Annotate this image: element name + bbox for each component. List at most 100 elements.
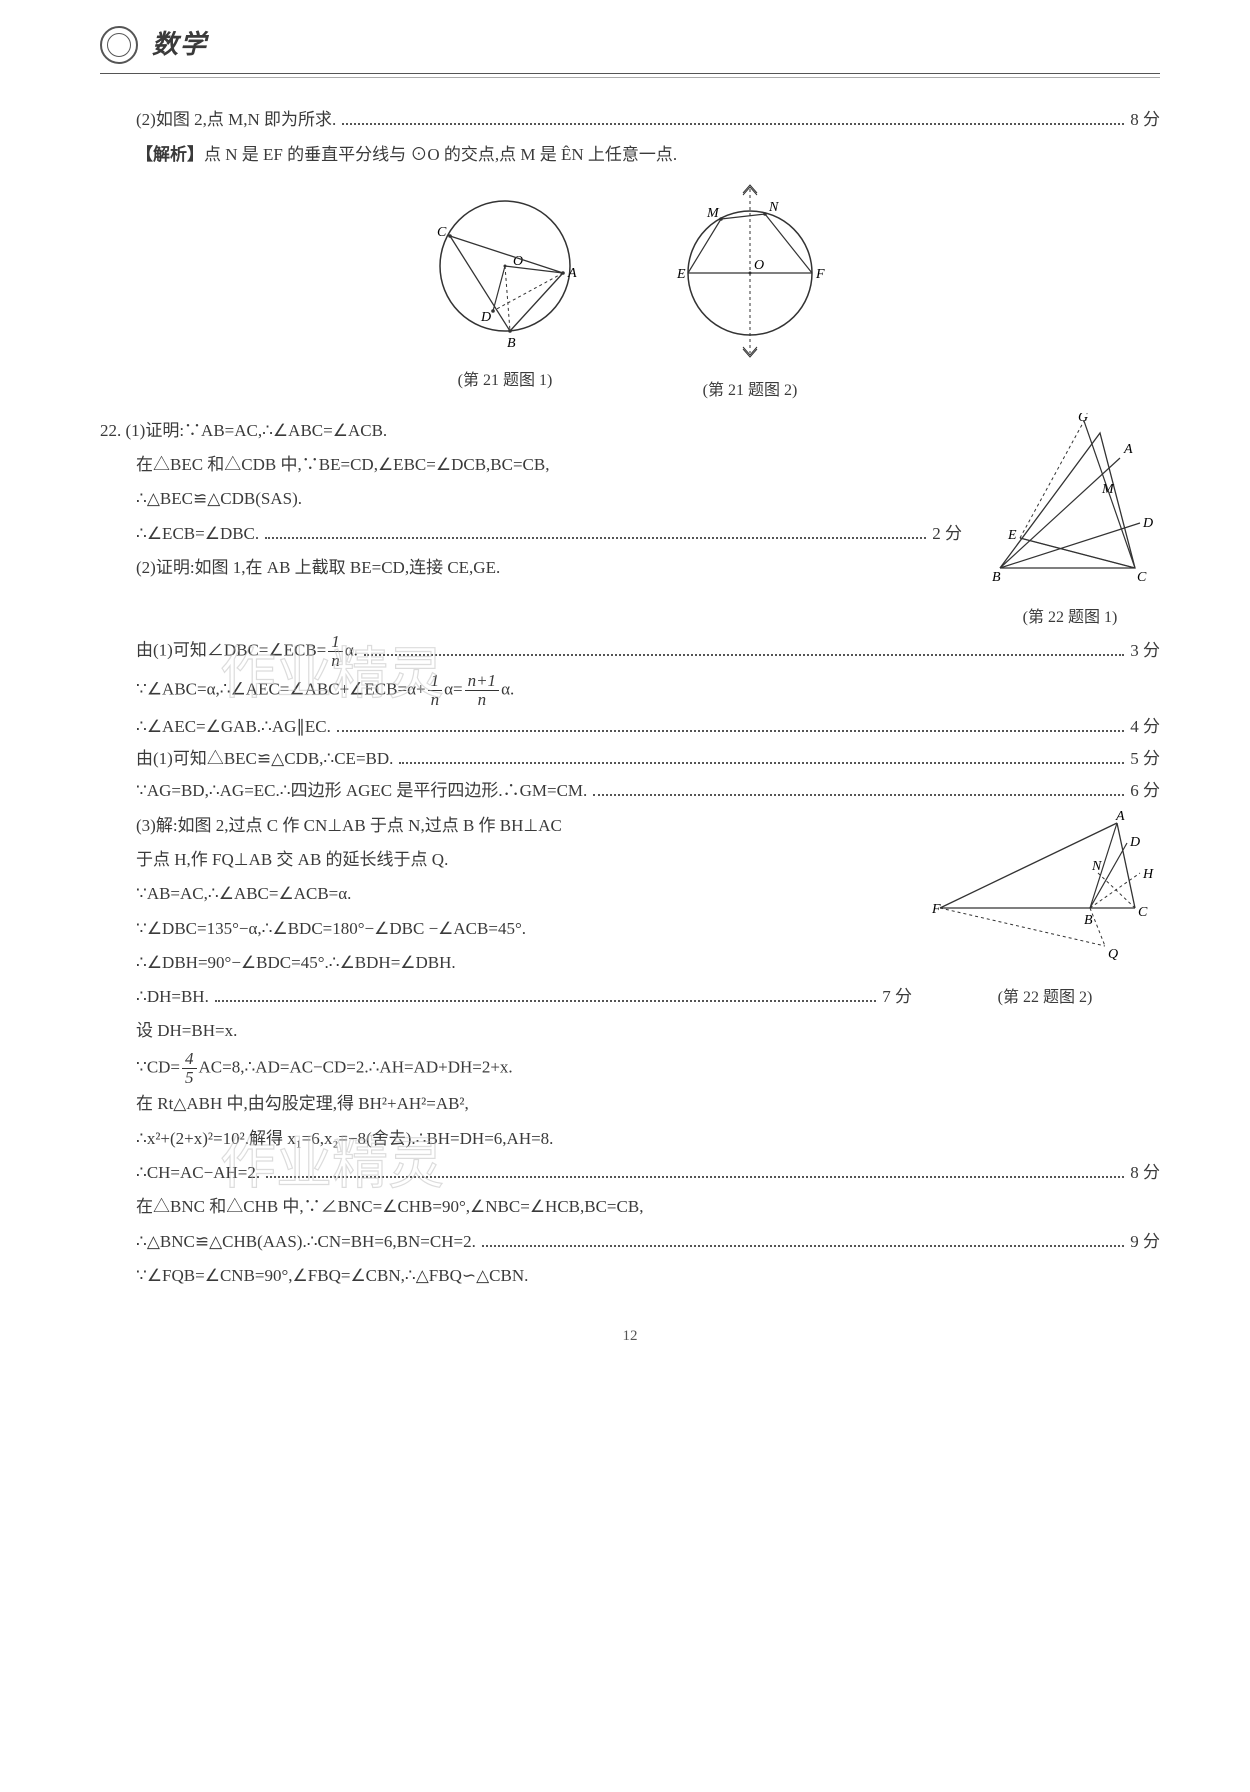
line: 设 DH=BH=x. xyxy=(100,1015,1160,1047)
leader-dots xyxy=(337,716,1124,732)
svg-text:N: N xyxy=(768,200,779,215)
line: 于点 H,作 FQ⊥AB 交 AB 的延长线于点 Q. xyxy=(100,844,912,876)
score-line: 由(1)可知∠DBC=∠ECB=1nα. 3 分 xyxy=(100,633,1160,670)
analysis-label: 【解析】 xyxy=(136,145,204,164)
score-line: ∵AG=BD,∴AG=EC.∴四边形 AGEC 是平行四边形.∴GM=CM. 6… xyxy=(100,775,1160,807)
figure-22-1: B C A G E D M (第 22 题图 1) xyxy=(980,413,1160,634)
svg-text:B: B xyxy=(507,336,516,351)
score: 5 分 xyxy=(1130,743,1160,775)
line: 在 Rt△ABH 中,由勾股定理,得 BH²+AH²=AB², xyxy=(100,1088,1160,1120)
text: ∴∠ECB=∠DBC. xyxy=(136,518,259,550)
score-line: 由(1)可知△BEC≌△CDB,∴CE=BD. 5 分 xyxy=(100,743,1160,775)
score: 2 分 xyxy=(932,518,962,550)
score: 8 分 xyxy=(1130,104,1160,136)
line: (2)证明:如图 1,在 AB 上截取 BE=CD,连接 CE,GE. xyxy=(100,552,962,584)
figure-22-2: F B C A D N H Q (第 22 题图 2) xyxy=(930,808,1160,1014)
text: (2)如图 2,点 M,N 即为所求. xyxy=(136,104,336,136)
triangle-diagram-2: F B C A D N H Q xyxy=(930,808,1160,968)
svg-text:G: G xyxy=(1078,413,1088,425)
svg-text:F: F xyxy=(815,267,825,282)
svg-text:M: M xyxy=(1101,482,1115,497)
score: 4 分 xyxy=(1130,711,1160,743)
line: ∴△BEC≌△CDB(SAS). xyxy=(100,483,962,515)
leader-dots xyxy=(342,110,1124,126)
text: ∵AG=BD,∴AG=EC.∴四边形 AGEC 是平行四边形.∴GM=CM. xyxy=(136,775,587,807)
figure-21-2: O E F N M (第 21 题图 2) xyxy=(655,181,845,407)
svg-text:E: E xyxy=(676,267,686,282)
leader-dots xyxy=(364,640,1124,656)
line: ∵CD=45AC=8,∴AD=AC−CD=2.∴AH=AD+DH=2+x. xyxy=(100,1050,1160,1087)
line: 在△BNC 和△CHB 中,∵∠BNC=∠CHB=90°,∠NBC=∠HCB,B… xyxy=(100,1191,1160,1223)
score-line: ∴DH=BH. 7 分 xyxy=(100,981,912,1013)
line: ∵AB=AC,∴∠ABC=∠ACB=α. xyxy=(100,878,912,910)
figure-caption: (第 22 题图 1) xyxy=(980,603,1160,633)
subject-title: 数学 xyxy=(152,20,208,69)
svg-text:E: E xyxy=(1007,528,1017,543)
score: 3 分 xyxy=(1130,635,1160,667)
line: (3)解:如图 2,过点 C 作 CN⊥AB 于点 N,过点 B 作 BH⊥AC xyxy=(100,810,912,842)
page-number: 12 xyxy=(100,1322,1160,1351)
logo-icon xyxy=(100,26,138,64)
analysis-line: 【解析】点 N 是 EF 的垂直平分线与 ⊙O 的交点,点 M 是 ÊN 上任意… xyxy=(100,139,1160,171)
leader-dots xyxy=(593,781,1124,797)
score-line: ∴CH=AC−AH=2. 8 分 xyxy=(100,1157,1160,1189)
figure-caption: (第 22 题图 2) xyxy=(930,983,1160,1013)
svg-text:A: A xyxy=(567,266,577,281)
svg-text:O: O xyxy=(754,258,764,273)
svg-text:B: B xyxy=(992,570,1001,585)
svg-text:N: N xyxy=(1091,859,1102,874)
svg-text:D: D xyxy=(1142,516,1153,531)
svg-text:C: C xyxy=(1137,570,1147,585)
svg-text:F: F xyxy=(931,902,941,917)
text: ∴△BNC≌△CHB(AAS).∴CN=BH=6,BN=CH=2. xyxy=(136,1226,476,1258)
svg-text:C: C xyxy=(437,225,447,240)
figure-caption: (第 21 题图 1) xyxy=(415,366,595,396)
line: ∵∠DBC=135°−α,∴∠BDC=180°−∠DBC −∠ACB=45°. xyxy=(100,913,912,945)
text: 由(1)可知∠DBC=∠ECB=1nα. xyxy=(136,633,358,670)
circle-diagram-1: O A B C D xyxy=(415,181,595,351)
svg-text:D: D xyxy=(1129,835,1140,850)
text: ∴CH=AC−AH=2. xyxy=(136,1157,260,1189)
text: ∴DH=BH. xyxy=(136,981,209,1013)
leader-dots xyxy=(265,523,926,539)
svg-text:D: D xyxy=(480,310,491,325)
svg-text:H: H xyxy=(1142,867,1154,882)
score: 8 分 xyxy=(1130,1157,1160,1189)
line: ∵∠FQB=∠CNB=90°,∠FBQ=∠CBN,∴△FBQ∽△CBN. xyxy=(100,1260,1160,1292)
text: 由(1)可知△BEC≌△CDB,∴CE=BD. xyxy=(136,743,393,775)
figure-21-1: O A B C D (第 21 题图 1) xyxy=(415,181,595,407)
score-line: ∴∠ECB=∠DBC. 2 分 xyxy=(100,518,962,550)
svg-text:A: A xyxy=(1115,809,1125,824)
figure-row-21: O A B C D (第 21 题图 1) O E F xyxy=(100,181,1160,407)
line-2-intro: (2)如图 2,点 M,N 即为所求. 8 分 xyxy=(100,104,1160,136)
score: 9 分 xyxy=(1130,1226,1160,1258)
leader-dots xyxy=(266,1162,1124,1178)
svg-text:A: A xyxy=(1123,442,1133,457)
svg-text:B: B xyxy=(1084,913,1093,928)
q22-line: 22. (1)证明:∵AB=AC,∴∠ABC=∠ACB. xyxy=(100,415,962,447)
leader-dots xyxy=(482,1231,1124,1247)
leader-dots xyxy=(215,987,876,1003)
text: (1)证明:∵AB=AC,∴∠ABC=∠ACB. xyxy=(126,421,388,440)
q22-block3: (3)解:如图 2,过点 C 作 CN⊥AB 于点 N,过点 B 作 BH⊥AC… xyxy=(100,808,1160,1014)
triangle-diagram-1: B C A G E D M xyxy=(980,413,1160,588)
watermark-region-1: 作业精灵 由(1)可知∠DBC=∠ECB=1nα. 3 分 ∵∠ABC=α,∴∠… xyxy=(100,633,1160,708)
line: ∴∠DBH=90°−∠BDC=45°.∴∠BDH=∠DBH. xyxy=(100,947,912,979)
score-line: ∴∠AEC=∠GAB.∴AG∥EC. 4 分 xyxy=(100,711,1160,743)
analysis-text: 点 N 是 EF 的垂直平分线与 ⊙O 的交点,点 M 是 ÊN 上任意一点. xyxy=(204,145,677,164)
page-header: 数学 xyxy=(100,20,1160,74)
watermark-region-2: 作业精灵 ∴x²+(2+x)²=10².解得 x₁=6,x₂=−8(舍去).∴B… xyxy=(100,1123,1160,1258)
svg-text:C: C xyxy=(1138,905,1148,920)
leader-dots xyxy=(399,748,1124,764)
svg-text:M: M xyxy=(706,206,720,221)
figure-caption: (第 21 题图 2) xyxy=(655,376,845,406)
text: ∴∠AEC=∠GAB.∴AG∥EC. xyxy=(136,711,331,743)
score: 7 分 xyxy=(882,981,912,1013)
score-line: ∴△BNC≌△CHB(AAS).∴CN=BH=6,BN=CH=2. 9 分 xyxy=(100,1226,1160,1258)
line: ∵∠ABC=α,∴∠AEC=∠ABC+∠ECB=α+1nα=n+1nα. xyxy=(100,672,1160,709)
q22-block1: 22. (1)证明:∵AB=AC,∴∠ABC=∠ACB. 在△BEC 和△CDB… xyxy=(100,413,1160,634)
line: 在△BEC 和△CDB 中,∵BE=CD,∠EBC=∠DCB,BC=CB, xyxy=(100,449,962,481)
circle-diagram-2: O E F N M xyxy=(655,181,845,361)
q-number: 22. xyxy=(100,421,121,440)
line: ∴x²+(2+x)²=10².解得 x₁=6,x₂=−8(舍去).∴BH=DH=… xyxy=(100,1123,1160,1155)
